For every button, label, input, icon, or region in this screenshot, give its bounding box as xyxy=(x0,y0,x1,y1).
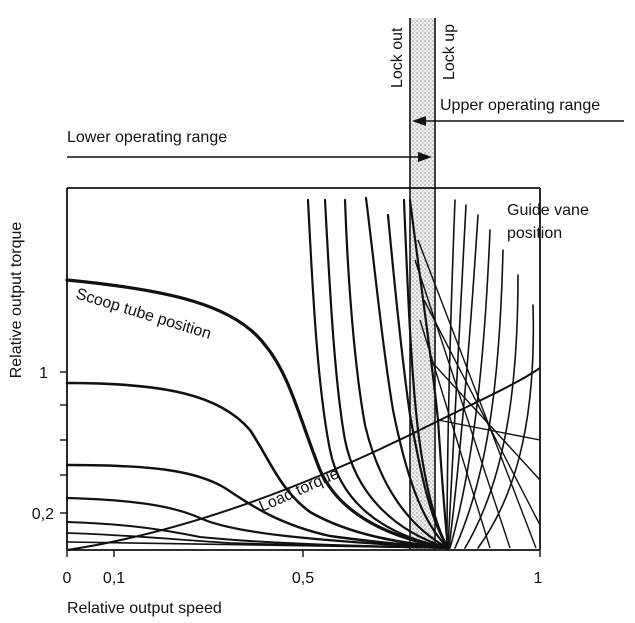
guide-curve-l4 xyxy=(364,196,450,550)
guide-curve-r5 xyxy=(454,249,504,549)
guide-curve-r1 xyxy=(446,199,456,549)
scoop-curve-7 xyxy=(66,541,449,549)
guide-vane-label-line2: position xyxy=(507,225,562,242)
guide-curve-l7 xyxy=(408,198,450,550)
guide-vane-straight-lines xyxy=(414,239,541,549)
y-tick-label-1: 1 xyxy=(39,365,48,382)
guide-curve-r6 xyxy=(464,274,519,549)
x-tick-label-1: 1 xyxy=(534,570,543,587)
guide-vane-curves-right xyxy=(446,199,535,549)
guide-curve-l6 xyxy=(402,198,450,550)
guide-curve-l1 xyxy=(306,198,450,550)
guide-curve-r3 xyxy=(448,214,479,549)
scoop-tube-position-label: Scoop tube position xyxy=(74,286,213,343)
load-torque-curve xyxy=(66,367,541,551)
scoop-curve-3 xyxy=(65,463,450,550)
guide-vane-label-line1: Guide vane xyxy=(507,202,589,219)
x-tick-label-0-5: 0,5 xyxy=(292,570,314,587)
x-tick-label-0-1: 0,1 xyxy=(103,570,125,587)
guide-curve-l5 xyxy=(386,213,450,550)
x-axis-title: Relative output speed xyxy=(67,600,222,617)
guide-curve-r2 xyxy=(447,204,467,549)
y-axis-title: Relative output torque xyxy=(8,222,25,379)
lower-operating-range-arrow xyxy=(67,152,432,162)
guide-curve-l3 xyxy=(343,198,450,550)
y-tick-label-0-2: 0,2 xyxy=(32,506,54,523)
lock-out-label: Lock out xyxy=(389,27,406,88)
lower-operating-range-label: Lower operating range xyxy=(67,129,227,146)
lock-up-label: Lock up xyxy=(441,24,458,80)
x-tick-label-0: 0 xyxy=(63,570,72,587)
scoop-curve-4 xyxy=(65,496,450,550)
scoop-curve-2 xyxy=(65,381,450,550)
guide-curve-l2 xyxy=(323,198,450,550)
scoop-curve-1 xyxy=(65,278,450,550)
load-torque-label: Load torque xyxy=(257,465,342,515)
upper-operating-range-arrow xyxy=(412,116,624,126)
scoop-tube-curves xyxy=(65,278,450,550)
upper-operating-range-label: Upper operating range xyxy=(440,97,600,114)
x-tick-marks xyxy=(66,550,541,557)
y-tick-marks xyxy=(60,371,67,514)
guide-curve-r7 xyxy=(477,304,535,549)
guide-vane-curves-left xyxy=(306,196,450,550)
